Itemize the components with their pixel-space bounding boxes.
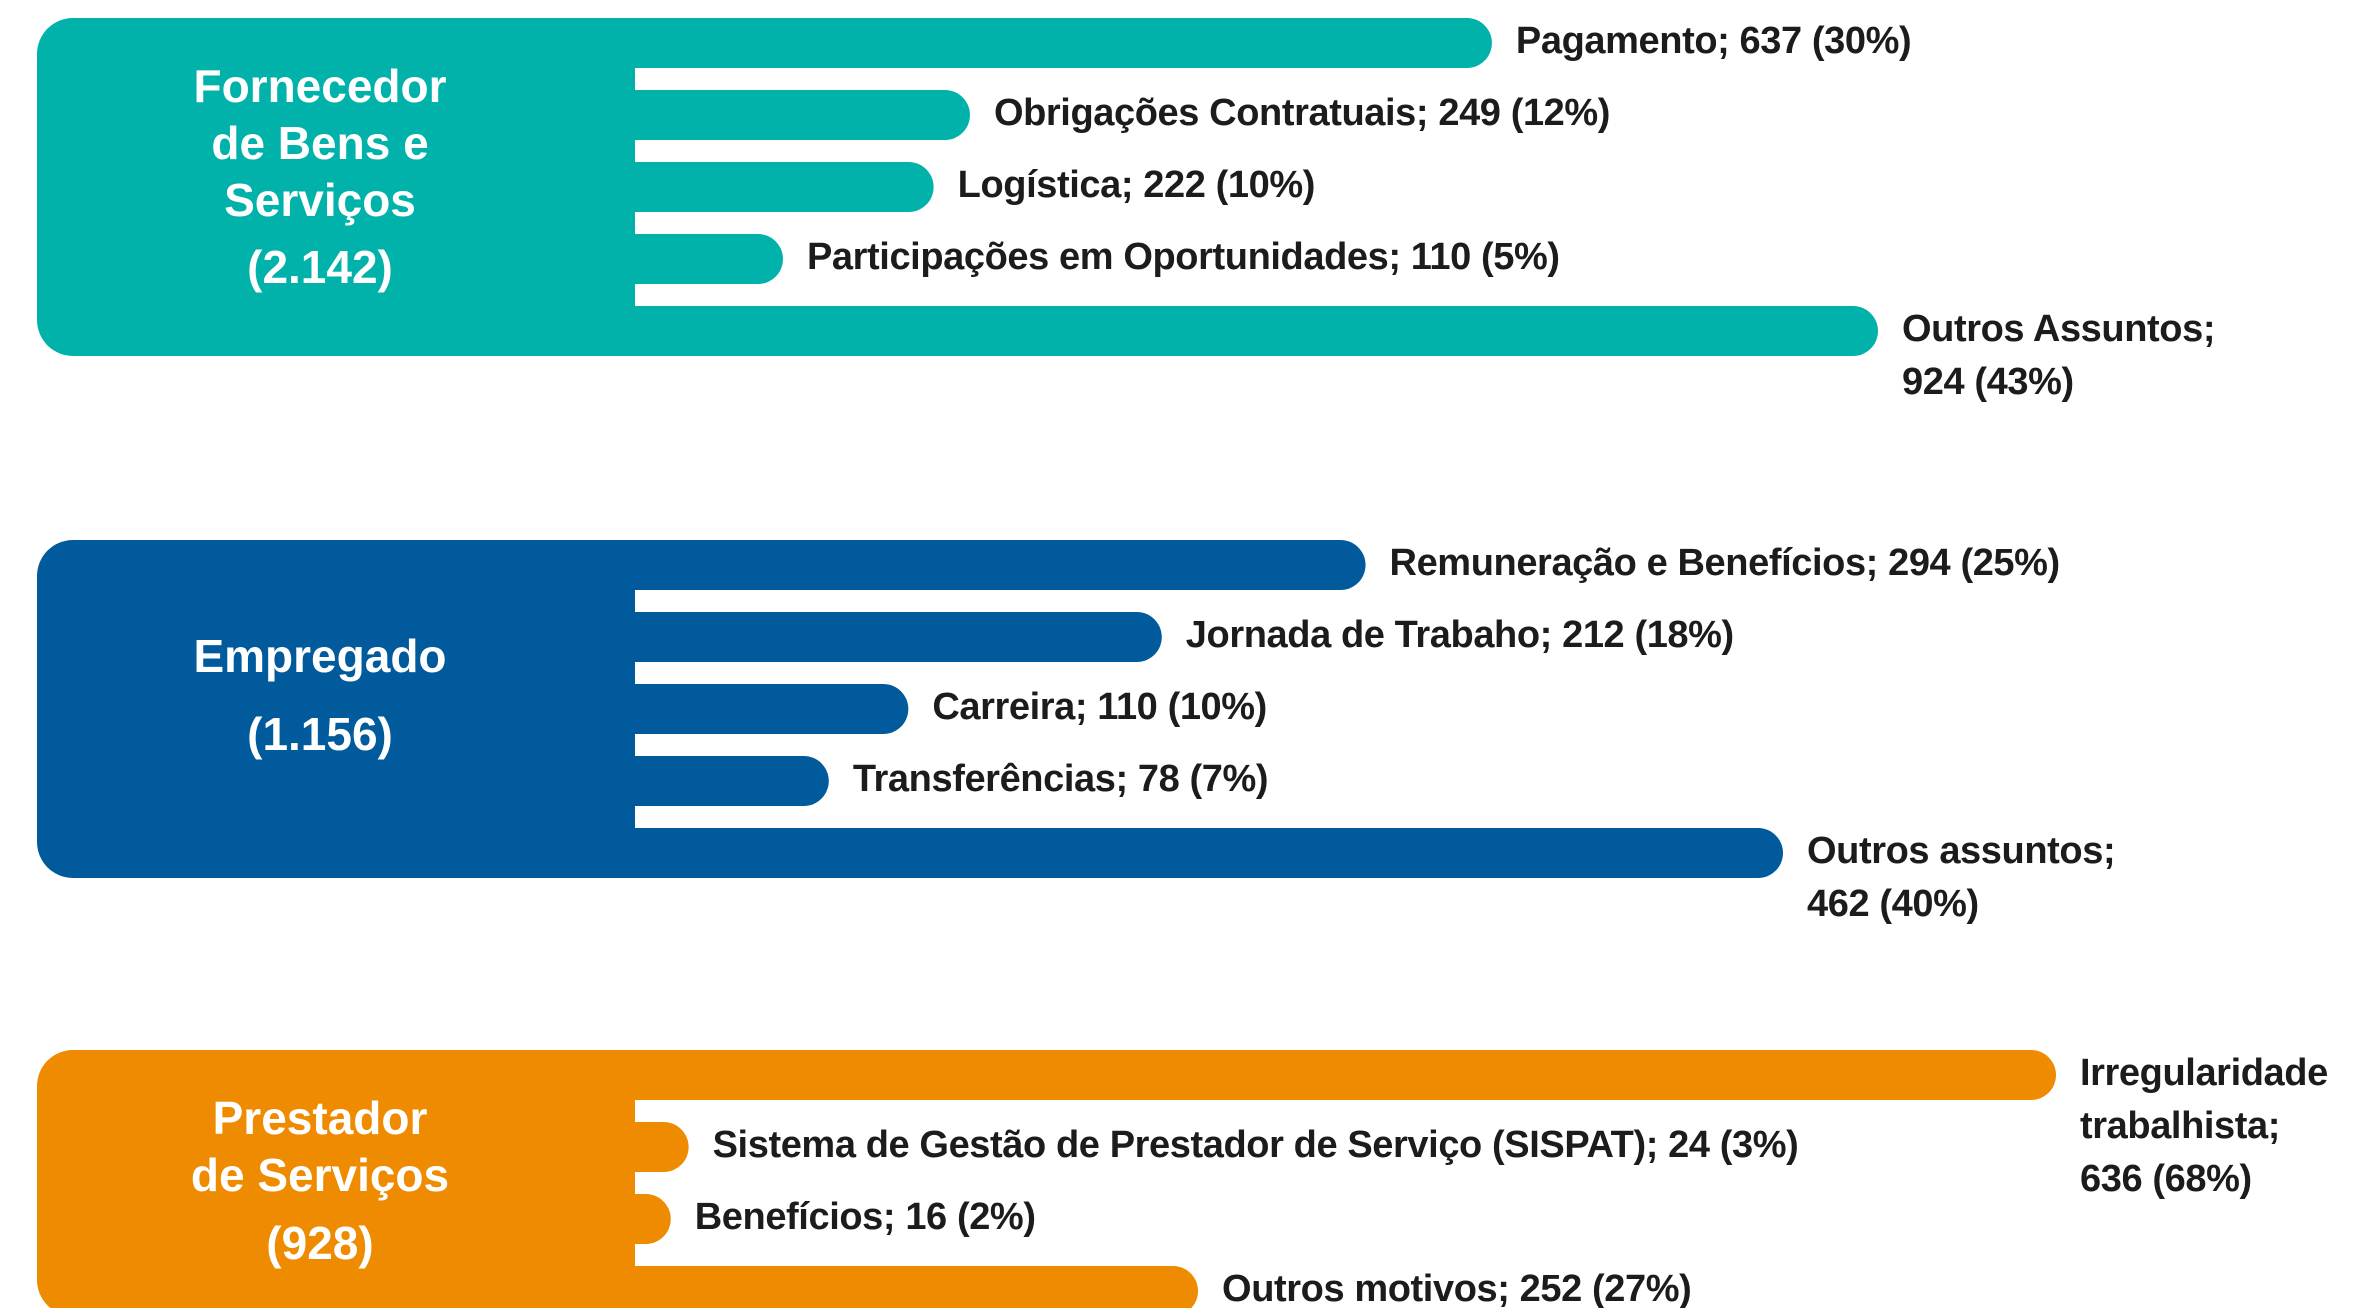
bar-label: Sistema de Gestão de Prestador de Serviç… bbox=[713, 1124, 1799, 1166]
bar-label: Participações em Oportunidades; 110 (5%) bbox=[807, 236, 1560, 278]
group-total: (1.156) bbox=[247, 708, 393, 760]
group-total: (2.142) bbox=[247, 241, 393, 293]
bar bbox=[633, 234, 783, 284]
bar bbox=[633, 756, 829, 806]
bar bbox=[633, 684, 909, 734]
bar bbox=[633, 1194, 671, 1244]
bar bbox=[633, 612, 1162, 662]
bar-label: Remuneração e Benefícios; 294 (25%) bbox=[1390, 542, 2060, 584]
bar bbox=[633, 306, 1878, 356]
group-block bbox=[37, 540, 635, 878]
bar-label: Obrigações Contratuais; 249 (12%) bbox=[994, 92, 1610, 134]
bar bbox=[633, 162, 934, 212]
group-block bbox=[37, 18, 635, 356]
bar bbox=[633, 540, 1366, 590]
bar bbox=[633, 1266, 1198, 1308]
bar-label: Pagamento; 637 (30%) bbox=[1516, 20, 1911, 62]
bar-label: Outros motivos; 252 (27%) bbox=[1222, 1268, 1691, 1308]
bar bbox=[633, 828, 1783, 878]
group-title: Empregado bbox=[193, 630, 446, 682]
group-total: (928) bbox=[266, 1217, 373, 1269]
group-title: Prestador de Serviços bbox=[191, 1092, 449, 1201]
bar bbox=[633, 90, 970, 140]
group-title: Fornecedor de Bens e Serviços bbox=[193, 60, 446, 226]
bar-label: Benefícios; 16 (2%) bbox=[695, 1196, 1036, 1238]
bar bbox=[633, 1122, 689, 1172]
bar-label: Carreira; 110 (10%) bbox=[932, 686, 1267, 728]
bar-label: Outros Assuntos; 924 (43%) bbox=[1902, 308, 2215, 403]
bar bbox=[633, 18, 1492, 68]
bar-label: Irregularidade trabalhista; 636 (68%) bbox=[2080, 1052, 2328, 1200]
bar-label: Transferências; 78 (7%) bbox=[853, 758, 1268, 800]
bar-label: Jornada de Trabaho; 212 (18%) bbox=[1186, 614, 1734, 656]
bar-label: Logística; 222 (10%) bbox=[958, 164, 1315, 206]
bar bbox=[633, 1050, 2056, 1100]
group-block bbox=[37, 1050, 635, 1308]
bar-label: Outros assuntos; 462 (40%) bbox=[1807, 830, 2115, 925]
